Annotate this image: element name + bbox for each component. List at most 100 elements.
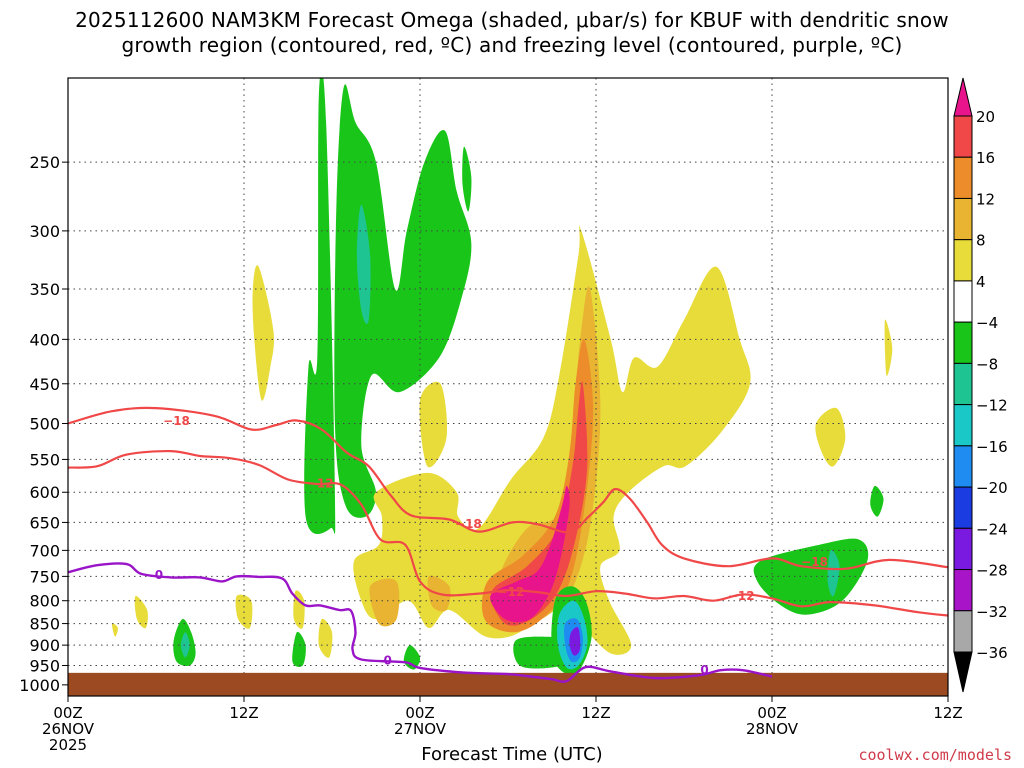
colorbar-label-7: −12 — [976, 397, 1008, 415]
colorbar-segment-10 — [953, 486, 973, 529]
colorbar-segment-4 — [953, 239, 973, 282]
y-tick-label-550: 550 — [29, 450, 60, 469]
x-tick-label-0-3: 2025 — [49, 736, 87, 754]
colorbar-segment-7 — [953, 362, 973, 406]
y-tick-label-350: 350 — [29, 280, 60, 299]
y-tick-label-750: 750 — [29, 567, 60, 586]
colorbar-segment-9 — [953, 445, 973, 488]
colorbar-label-0: 20 — [976, 108, 995, 126]
contour-label-1: −12 — [307, 476, 334, 490]
x-tick-label-0-2: 26NOV — [42, 720, 95, 738]
colorbar-segment-6 — [953, 321, 973, 364]
omega-region-green-6 — [292, 631, 306, 667]
omega-region-yellow-21 — [111, 623, 118, 637]
y-tick-label-800: 800 — [29, 592, 60, 611]
contour-label-4: −18 — [801, 555, 828, 569]
credit-text: coolwx.com/models — [858, 746, 1012, 764]
omega-region-magenta-28 — [490, 485, 570, 623]
omega-region-yellow-12 — [252, 265, 274, 401]
omega-region-yellow-16 — [134, 595, 148, 629]
dsg-minus12-contour — [68, 449, 948, 617]
contour-label-0: −18 — [163, 414, 190, 428]
colorbar-label-6: −8 — [976, 355, 998, 373]
colorbar-segment-2 — [953, 156, 973, 199]
omega-region-teal-11 — [827, 550, 840, 597]
contour-label-6: 0 — [155, 568, 163, 582]
ground-layer — [68, 672, 948, 696]
y-tick-label-1000: 1000 — [19, 676, 60, 695]
y-tick-label-500: 500 — [29, 414, 60, 433]
chart-title-line-2: growth region (contoured, red, ºC) and f… — [121, 33, 903, 57]
colorbar-label-12: −32 — [976, 603, 1008, 621]
colorbar-label-5: −4 — [976, 314, 998, 332]
colorbar-label-11: −28 — [976, 562, 1008, 580]
colorbar-segment-13 — [953, 610, 973, 653]
omega-region-yellow-18 — [293, 590, 305, 629]
colorbar-label-4: 4 — [976, 273, 986, 291]
ground-fill — [68, 672, 948, 696]
omega-region-yellow-14 — [419, 381, 448, 468]
omega-region-teal-9 — [356, 204, 371, 324]
y-tick-label-950: 950 — [29, 657, 60, 676]
colorbar: 20 16 12 8 4 −4 −8 −12 −16 −20 −24 −28 −32 −36 — [953, 77, 1008, 693]
x-tick-label-36-1: 12Z — [581, 704, 610, 722]
colorbar-label-9: −20 — [976, 479, 1008, 497]
colorbar-label-8: −16 — [976, 438, 1008, 456]
x-tick-label-12-1: 12Z — [229, 704, 258, 722]
colorbar-segment-1 — [953, 115, 973, 158]
freezing-level-contour — [68, 562, 773, 683]
colorbar-label-2: 12 — [976, 190, 995, 208]
dsg-minus18-contour — [68, 406, 948, 571]
colorbar-label-13: −36 — [976, 644, 1008, 662]
y-tick-label-650: 650 — [29, 513, 60, 532]
contour-label-3: −12 — [498, 585, 525, 599]
colorbar-label-1: 16 — [976, 149, 995, 167]
x-tick-label-48-2: 28NOV — [746, 720, 799, 738]
omega-region-yellow-20 — [884, 319, 893, 376]
x-tick-label-24-2: 27NOV — [394, 720, 447, 738]
colorbar-label-10: −24 — [976, 520, 1008, 538]
y-tick-label-700: 700 — [29, 541, 60, 560]
x-tick-label-0-1: 00Z — [53, 704, 82, 722]
y-tick-label-450: 450 — [29, 375, 60, 394]
omega-region-teal-10 — [180, 632, 190, 658]
omega-region-gold-23 — [369, 578, 400, 627]
y-tick-label-300: 300 — [29, 222, 60, 241]
omega-region-green-4 — [870, 485, 884, 517]
x-axis-label: Forecast Time (UTC) — [421, 744, 603, 765]
omega-shading — [111, 78, 893, 675]
omega-region-yellow-22 — [497, 508, 509, 545]
temperature-contours — [68, 406, 948, 683]
omega-region-yellow-15 — [815, 407, 846, 467]
colorbar-label-3: 8 — [976, 232, 986, 250]
contour-label-7: 0 — [384, 654, 392, 668]
y-tick-label-900: 900 — [29, 636, 60, 655]
contour-label-5: −12 — [728, 589, 755, 603]
colorbar-segment-3 — [953, 197, 973, 241]
colorbar-segment-5 — [953, 280, 973, 323]
omega-region-red-27 — [491, 381, 588, 626]
colorbar-segment-11 — [953, 527, 973, 571]
y-tick-label-400: 400 — [29, 330, 60, 349]
contour-label-8: 0 — [700, 663, 708, 677]
contour-label-2: −18 — [455, 517, 482, 531]
omega-region-yellow-19 — [318, 618, 333, 658]
omega-region-green-0 — [304, 78, 336, 534]
chart-title-line-1: 2025112600 NAM3KM Forecast Omega (shaded… — [75, 8, 949, 32]
colorbar-top-arrow — [953, 77, 973, 117]
omega-region-purple-32 — [569, 627, 581, 656]
colorbar-bottom-arrow — [953, 651, 973, 693]
x-tick-label-24-1: 00Z — [405, 704, 434, 722]
plot-frame — [67, 77, 949, 697]
y-tick-label-850: 850 — [29, 615, 60, 634]
y-tick-label-250: 250 — [29, 153, 60, 172]
omega-region-yellow-13 — [353, 225, 751, 655]
omega-region-green-1 — [334, 84, 472, 518]
omega-region-green-2 — [462, 146, 472, 212]
contour-labels: −18 −12 −18 −12 −18 −12 0 0 0 — [155, 414, 828, 677]
y-axis: 250 300 350 400 450 500 550 600 650 700 750 800 850 9… — [19, 153, 68, 695]
y-tick-label-600: 600 — [29, 483, 60, 502]
colorbar-segment-12 — [953, 569, 973, 612]
x-tick-label-60-1: 12Z — [933, 704, 962, 722]
